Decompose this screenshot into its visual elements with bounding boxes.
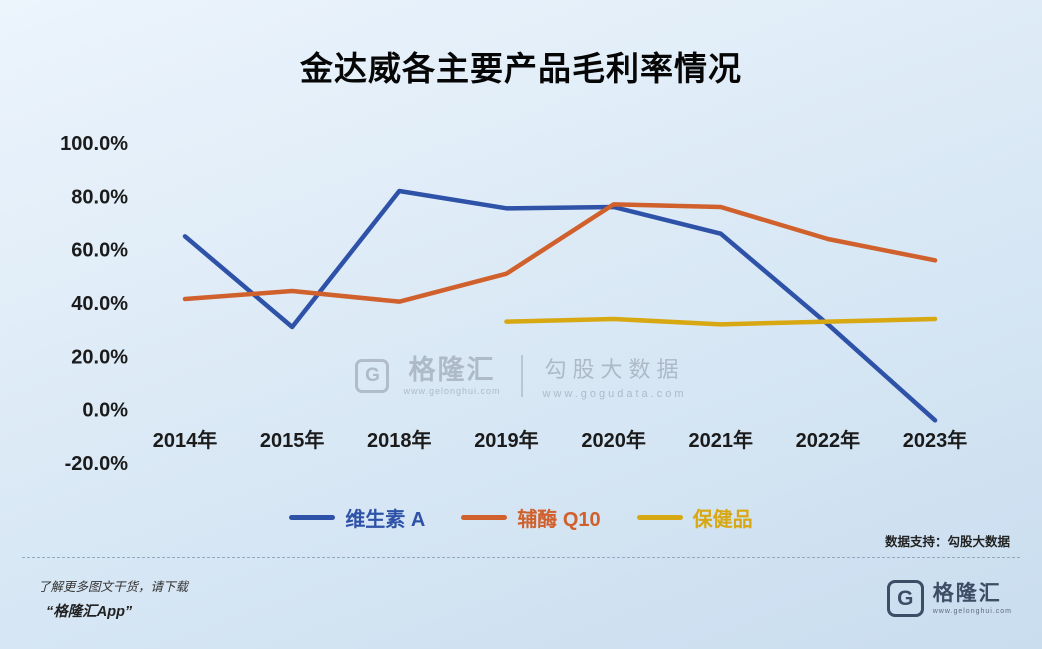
gelonghui-brand-text: 格隆汇 www.gelonghui.com bbox=[933, 582, 1012, 614]
x-axis-tick-label: 2015年 bbox=[260, 428, 325, 452]
y-axis-tick-label: 100.0% bbox=[60, 133, 128, 155]
y-axis-tick-label: 40.0% bbox=[71, 293, 128, 315]
gelonghui-logo-icon: G bbox=[886, 580, 924, 617]
watermark-brand: 格隆汇 bbox=[408, 355, 496, 386]
watermark-data-block: 勾股大数据 www.gogudata.com bbox=[543, 352, 687, 400]
source-note: 数据支持：勾股大数据 bbox=[884, 535, 1010, 549]
y-axis-tick-label: 0.0% bbox=[82, 400, 128, 422]
x-axis-tick-label: 2022年 bbox=[796, 428, 861, 452]
chart-title: 金达威各主要产品毛利率情况 bbox=[300, 50, 742, 87]
footer-download-hint: 了解更多图文干货，请下载 bbox=[38, 580, 189, 594]
watermark-divider bbox=[520, 355, 523, 397]
watermark-data-title: 勾股大数据 bbox=[544, 357, 685, 382]
legend-swatch bbox=[636, 515, 683, 520]
series-line-2 bbox=[504, 316, 938, 327]
series-line-0 bbox=[182, 188, 938, 423]
gelonghui-brand: G 格隆汇 www.gelonghui.com bbox=[886, 580, 1012, 617]
legend-swatch bbox=[461, 515, 508, 520]
brand-url: www.gelonghui.com bbox=[932, 607, 1012, 615]
gelonghui-logo-icon: G bbox=[355, 359, 390, 393]
x-axis-tick-label: 2014年 bbox=[153, 428, 218, 452]
x-axis-tick-label: 2023年 bbox=[903, 428, 968, 452]
line-chart: 100.0% 80.0% 60.0% 40.0% 20.0% 0.0% -20.0% 2014… bbox=[60, 133, 968, 475]
legend-label: 辅酶 Q10 bbox=[517, 509, 601, 531]
x-axis-tick-label: 2020年 bbox=[581, 428, 646, 452]
x-axis-tick-label: 2021年 bbox=[689, 428, 754, 452]
watermark-brand-url: www.gelonghui.com bbox=[403, 385, 501, 396]
y-axis-tick-label: 20.0% bbox=[71, 346, 128, 368]
y-axis-tick-label: -20.0% bbox=[65, 453, 129, 475]
legend-item: 维生素 A bbox=[289, 503, 425, 532]
y-axis-tick-label: 60.0% bbox=[71, 240, 128, 262]
chart-legend: 维生素 A 辅酶 Q10 保健品 bbox=[0, 503, 1042, 532]
legend-label: 维生素 A bbox=[345, 509, 426, 531]
series-line-1 bbox=[182, 202, 938, 304]
y-axis-tick-label: 80.0% bbox=[71, 186, 128, 208]
legend-item: 保健品 bbox=[636, 503, 753, 532]
legend-item: 辅酶 Q10 bbox=[461, 503, 601, 532]
brand-name: 格隆汇 bbox=[932, 582, 1002, 606]
watermark-data-url: www.gogudata.com bbox=[542, 388, 687, 400]
footer-divider bbox=[22, 557, 1020, 558]
x-axis-tick-label: 2018年 bbox=[367, 428, 432, 452]
footer-app-name: “格隆汇App” bbox=[46, 604, 133, 620]
legend-swatch bbox=[289, 515, 336, 520]
watermark-brand-block: 格隆汇 www.gelonghui.com bbox=[403, 355, 501, 396]
watermark: G 格隆汇 www.gelonghui.com 勾股大数据 www.goguda… bbox=[0, 352, 1042, 400]
x-axis-tick-label: 2019年 bbox=[474, 428, 539, 452]
legend-label: 保健品 bbox=[692, 509, 753, 531]
